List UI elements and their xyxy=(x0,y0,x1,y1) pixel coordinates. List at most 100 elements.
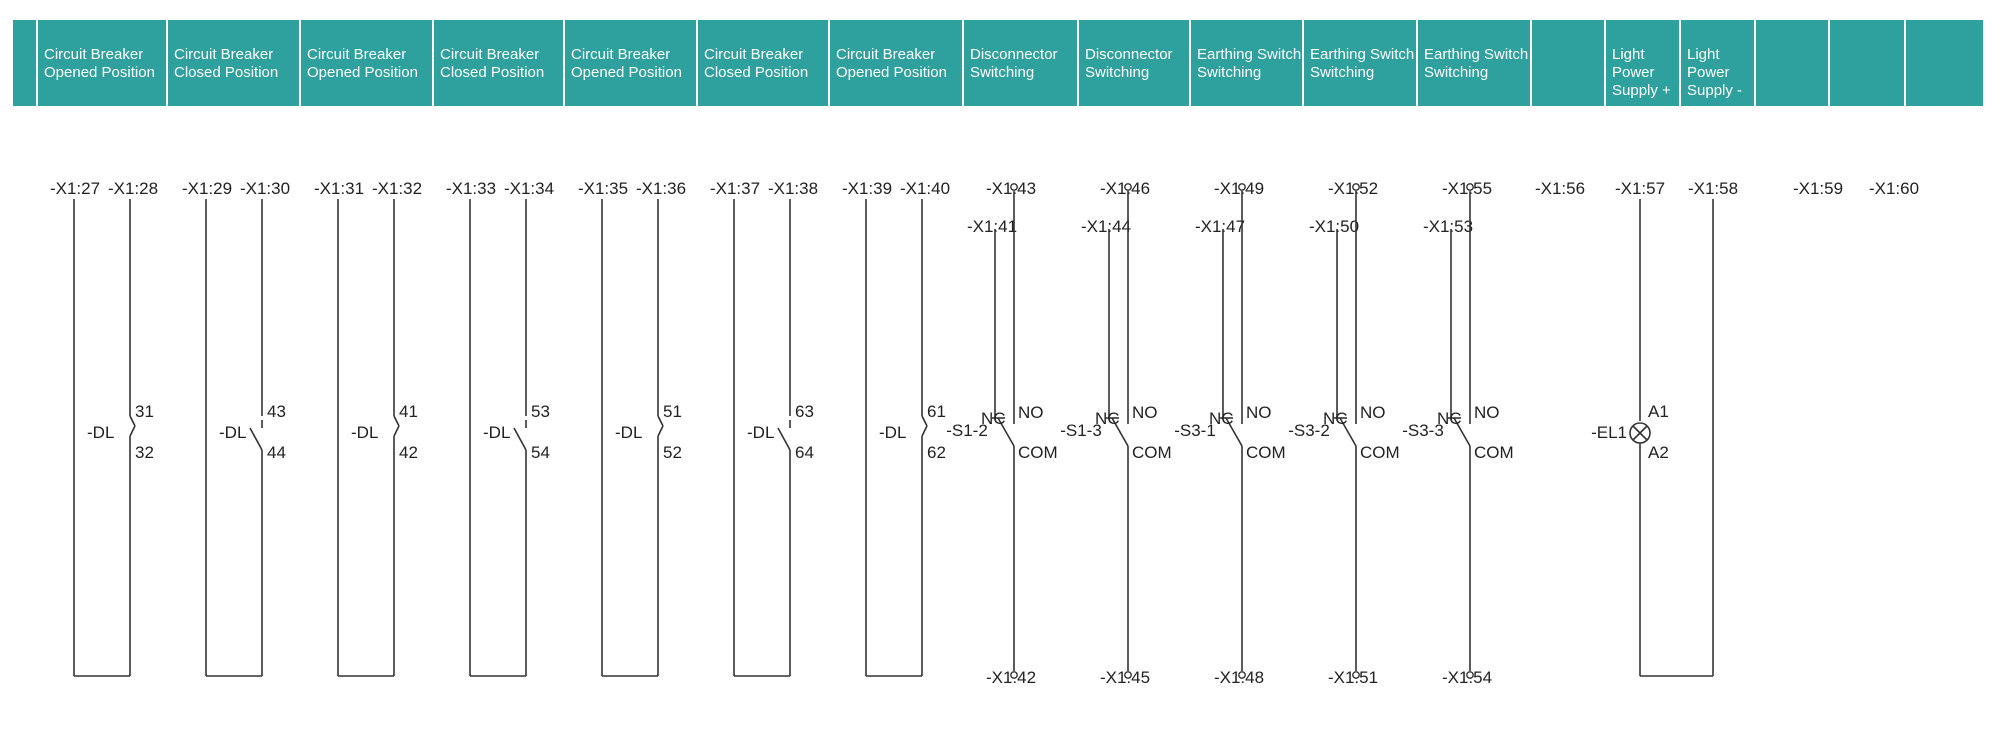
header-column: Light Power Supply + xyxy=(1604,20,1679,106)
terminal-label: -X1:32 xyxy=(372,179,422,198)
header-bar: Circuit Breaker Opened Position Circuit Br… xyxy=(13,20,1983,106)
header-line: Circuit Breaker xyxy=(174,46,274,63)
device-label: -S1-3 xyxy=(1060,421,1102,440)
header-column: Disconnector Switching xyxy=(962,20,1077,106)
terminal-dot xyxy=(1124,183,1132,191)
pin-label: 42 xyxy=(399,443,418,462)
header-line: Circuit Breaker xyxy=(571,46,671,63)
device-label: -S3-3 xyxy=(1402,421,1444,440)
pin-label: NO xyxy=(1360,403,1386,422)
contact-blade xyxy=(393,425,400,437)
header-line: Supply - xyxy=(1687,82,1743,99)
header-line: Closed Position xyxy=(704,64,809,81)
header-line: Earthing Switch xyxy=(1310,46,1415,63)
header-column: Circuit Breaker Closed Position xyxy=(166,20,299,106)
contact-blade xyxy=(1111,417,1129,447)
terminal-label: -X1:47 xyxy=(1195,217,1245,236)
device-label: -DL xyxy=(615,423,642,442)
terminal-label: -X1:33 xyxy=(446,179,496,198)
device-label: -DL xyxy=(747,423,774,442)
contact-blade xyxy=(393,415,400,427)
terminal-label: -X1:41 xyxy=(967,217,1017,236)
header-line: Circuit Breaker xyxy=(440,46,540,63)
header-line: Switching xyxy=(1085,64,1150,81)
header-line: Opened Position xyxy=(571,64,682,81)
pin-label: COM xyxy=(1018,443,1058,462)
header-column: Circuit Breaker Closed Position xyxy=(432,20,563,106)
header-line: Circuit Breaker xyxy=(44,46,144,63)
header-column: Circuit Breaker Opened Position xyxy=(299,20,432,106)
contact-blade xyxy=(997,417,1015,447)
terminal-label: -X1:45 xyxy=(1100,668,1150,687)
terminal-label: -X1:44 xyxy=(1081,217,1131,236)
header-line: Switching xyxy=(1310,64,1375,81)
terminal-label: -X1:34 xyxy=(504,179,554,198)
pin-label: 62 xyxy=(927,443,946,462)
header-line: Opened Position xyxy=(44,64,155,81)
contact-blade xyxy=(657,415,664,427)
pin-label: NC xyxy=(1209,409,1234,428)
pin-label: COM xyxy=(1246,443,1286,462)
header-line: Opened Position xyxy=(836,64,947,81)
header-line: Earthing Switch xyxy=(1197,46,1302,63)
pin-label: 64 xyxy=(795,443,814,462)
pin-label: A1 xyxy=(1648,402,1669,421)
terminal-label: -X1:57 xyxy=(1615,179,1665,198)
header-line: Circuit Breaker xyxy=(836,46,936,63)
terminal-label: -X1:27 xyxy=(50,179,100,198)
device-label: -DL xyxy=(879,423,906,442)
terminal-label: -X1:35 xyxy=(578,179,628,198)
header-column: Circuit Breaker Opened Position xyxy=(563,20,696,106)
header-line: Closed Position xyxy=(440,64,545,81)
header-column xyxy=(1828,20,1904,106)
terminal-dot xyxy=(1466,671,1474,679)
contact-blade xyxy=(129,425,136,437)
terminal-label: -X1:54 xyxy=(1442,668,1492,687)
pin-label: 53 xyxy=(531,402,550,421)
pin-label: 32 xyxy=(135,443,154,462)
header-column: Light Power Supply - xyxy=(1679,20,1754,106)
pin-label: 44 xyxy=(267,443,286,462)
terminal-dot xyxy=(1010,183,1018,191)
terminal-label: -X1:48 xyxy=(1214,668,1264,687)
terminal-dot xyxy=(1124,671,1132,679)
terminal-label: -X1:50 xyxy=(1309,217,1359,236)
pin-label: 61 xyxy=(927,402,946,421)
pin-label: NC xyxy=(1095,409,1120,428)
terminal-label: -X1:60 xyxy=(1869,179,1919,198)
terminal-dot xyxy=(1352,183,1360,191)
device-label: -S3-2 xyxy=(1288,421,1330,440)
terminal-label: -X1:29 xyxy=(182,179,232,198)
pin-label: 52 xyxy=(663,443,682,462)
terminal-label: -X1:30 xyxy=(240,179,290,198)
terminal-dot xyxy=(1010,671,1018,679)
device-label: -S1-2 xyxy=(946,421,988,440)
terminal-label: -X1:51 xyxy=(1328,668,1378,687)
header-line: Light xyxy=(1687,46,1720,63)
device-label: -DL xyxy=(87,423,114,442)
header-line: Switching xyxy=(1424,64,1489,81)
header-line: Power xyxy=(1612,64,1655,81)
contact-blade xyxy=(921,425,928,437)
pin-label: A2 xyxy=(1648,443,1669,462)
header-column: Circuit Breaker Closed Position xyxy=(696,20,828,106)
header-column: Circuit Breaker Opened Position xyxy=(828,20,962,106)
header-line: Disconnector xyxy=(970,46,1058,63)
pin-label: NO xyxy=(1018,403,1044,422)
contact-blade xyxy=(1225,417,1243,447)
terminal-label: -X1:36 xyxy=(636,179,686,198)
header-column: Earthing Switch Switching xyxy=(1416,20,1530,106)
lamp-symbol xyxy=(1632,425,1648,441)
terminal-label: -X1:42 xyxy=(986,668,1036,687)
terminal-label: -X1:56 xyxy=(1535,179,1585,198)
terminal-label: -X1:58 xyxy=(1688,179,1738,198)
header-line: Switching xyxy=(970,64,1035,81)
pin-label: 31 xyxy=(135,402,154,421)
terminal-label: -X1:39 xyxy=(842,179,892,198)
contact-blade xyxy=(1453,417,1471,447)
header-column: Circuit Breaker Opened Position xyxy=(36,20,166,106)
pin-label: 41 xyxy=(399,402,418,421)
terminal-dot xyxy=(1352,671,1360,679)
header-line: Opened Position xyxy=(307,64,418,81)
